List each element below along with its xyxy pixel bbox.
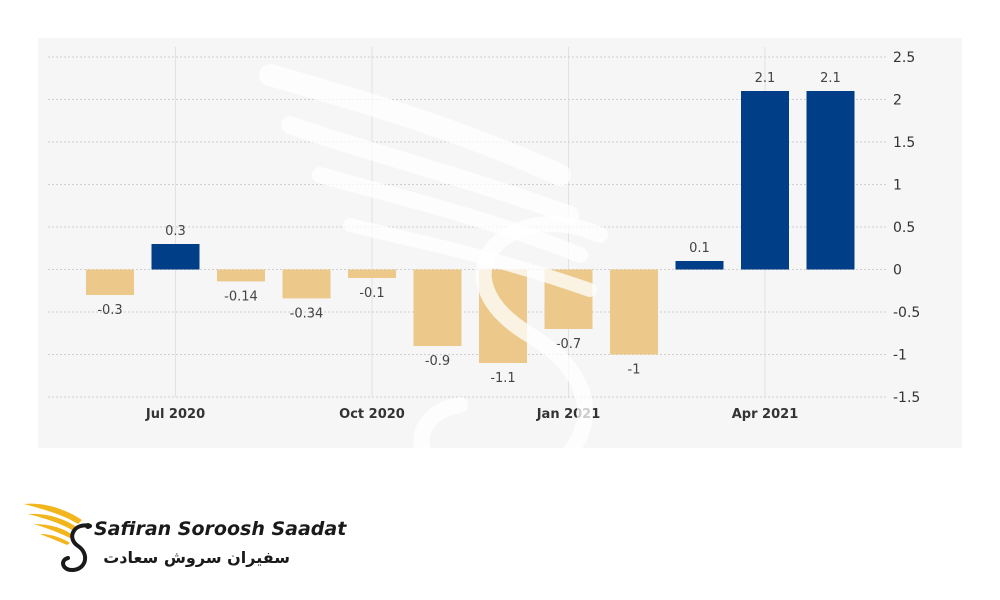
wing-logo-icon	[24, 503, 92, 573]
data-label-2021-03: 0.1	[689, 241, 710, 256]
x-tick-label-1: Oct 2020	[339, 407, 405, 422]
data-label-2021-02: -1	[628, 363, 641, 378]
y-tick-label-3: 1	[893, 178, 902, 194]
data-label-2021-04: 2.1	[755, 71, 776, 86]
bar-2021-02	[610, 269, 658, 355]
bar-2020-12	[479, 269, 527, 363]
x-tick-label-0: Jul 2020	[145, 407, 205, 422]
data-label-2020-12: -1.1	[490, 371, 515, 386]
data-label-2020-08: -0.14	[224, 289, 258, 304]
bar-2021-04	[741, 91, 789, 270]
logo-text-persian: سفیران سروش سعادت	[103, 548, 290, 567]
company-logo: Safiran Soroosh Saadat سفیران سروش سعادت	[22, 496, 346, 576]
data-label-2020-09: -0.34	[290, 306, 324, 321]
y-tick-label-6: -0.5	[893, 305, 920, 321]
data-label-2021-05: 2.1	[820, 71, 841, 86]
logo-text-english: Safiran Soroosh Saadat	[94, 518, 347, 540]
bar-2020-11	[413, 269, 462, 346]
y-tick-label-0: 2.5	[893, 50, 915, 66]
chart-panel: 2.5 2 1.5 1 0.5 0 -0.5 -1 -1.5 -0.3 0.3 -0.14 -0.34 -…	[38, 38, 962, 448]
data-label-2020-10: -0.1	[359, 286, 384, 301]
x-tick-label-2: Jan 2021	[536, 407, 601, 422]
data-label-2020-07: 0.3	[165, 224, 186, 239]
bar-2021-03	[675, 261, 724, 270]
y-tick-label-2: 1.5	[893, 135, 915, 151]
bar-2020-06	[86, 269, 134, 295]
bar-2021-01	[544, 269, 593, 329]
bar-2021-05	[806, 91, 855, 270]
bar-2020-07	[151, 244, 200, 270]
bar-2020-10	[348, 269, 396, 278]
y-tick-label-7: -1	[893, 348, 907, 364]
bar-2020-08	[217, 269, 265, 282]
y-tick-label-8: -1.5	[893, 390, 920, 406]
bar-chart: 2.5 2 1.5 1 0.5 0 -0.5 -1 -1.5 -0.3 0.3 -0.14 -0.34 -…	[48, 47, 920, 422]
bar-2020-09	[282, 269, 331, 299]
x-tick-label-3: Apr 2021	[732, 407, 799, 422]
data-label-2021-01: -0.7	[556, 337, 581, 352]
data-label-2020-11: -0.9	[425, 354, 450, 369]
y-tick-label-5: 0	[893, 263, 902, 279]
y-tick-label-1: 2	[893, 93, 902, 109]
y-tick-label-4: 0.5	[893, 220, 915, 236]
data-label-2020-06: -0.3	[97, 303, 122, 318]
